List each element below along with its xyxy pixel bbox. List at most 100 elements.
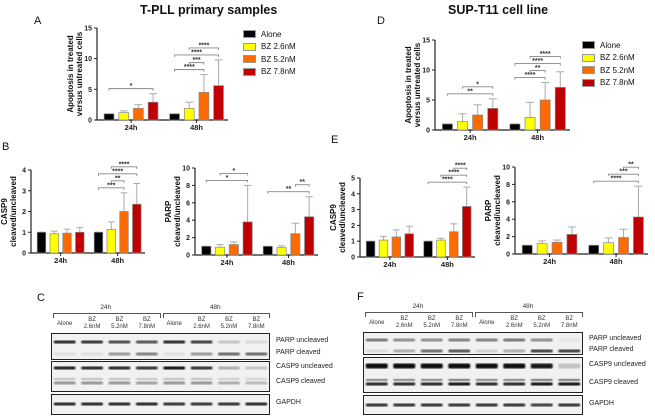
legend-swatch	[243, 42, 256, 51]
blot-band	[245, 366, 268, 370]
lane-label-line: BZ	[197, 317, 206, 323]
significance-bracket	[110, 180, 125, 183]
y-tick-label: 15	[422, 38, 430, 45]
blot-band	[53, 340, 76, 344]
lane-label-line: Alone	[479, 320, 495, 326]
timepoint-label: 24h	[412, 303, 424, 310]
lane-label-line: BZ	[88, 317, 96, 323]
x-tick-label: 24h	[125, 123, 138, 132]
lane-label-line: 2.6nM	[505, 323, 523, 329]
lane-label-line: BZ	[115, 317, 124, 323]
legend-d: Alone BZ 2.6nM BZ 5.2nM BZ 7.8nM	[582, 39, 635, 89]
blot-band	[475, 382, 498, 386]
significance-bracket	[623, 166, 639, 170]
timepoint-bracket	[475, 312, 583, 317]
significance-label: ****	[442, 177, 453, 184]
legend-item-bz52: BZ 5.2nM	[243, 53, 296, 66]
y-axis-label: Apoptosis in treatedversus untreated cel…	[404, 42, 422, 127]
bar-alone	[93, 231, 104, 254]
blot-band	[108, 402, 131, 406]
blot-band	[503, 363, 526, 369]
bar-bz-5-2nm	[290, 233, 301, 256]
title-tpll: T-PLL primary samples	[140, 3, 278, 17]
lane-label-line: 7.8nM	[138, 324, 156, 330]
lane-label-line: 2.6nM	[83, 324, 101, 330]
lane-label-line: BZ	[455, 316, 464, 322]
lane-label-line: 5.2nM	[423, 323, 441, 329]
legend-label: BZ 2.6nM	[600, 53, 635, 63]
legend-swatch	[243, 55, 256, 64]
lane-label: BZ 7.8nM	[243, 317, 269, 331]
bar-bz-5-2nm	[472, 114, 484, 131]
y-tick-label: 0	[186, 253, 190, 260]
bar-bz-5-2nm	[391, 236, 402, 258]
blot-band	[135, 352, 158, 356]
blot-band	[108, 366, 131, 370]
y-axis-label-line: cleaved/uncleaved	[493, 175, 502, 246]
blot-band	[448, 403, 471, 407]
blot-band	[530, 403, 553, 407]
legend-label: BZ 5.2nM	[261, 54, 296, 64]
lane-label: BZ 2.6nM	[79, 317, 105, 331]
timepoint-label: 24h	[100, 304, 112, 311]
bar-bz-7-8nm	[304, 216, 315, 256]
bar-bz-2-6nm	[457, 121, 468, 131]
blot-band	[393, 382, 416, 386]
x-tick-label: 24h	[543, 257, 556, 266]
significance-bracket	[440, 174, 468, 178]
blot-band	[245, 352, 268, 356]
lane-label: BZ 5.2nM	[106, 317, 132, 331]
y-axis-label-line: Apoptosis in treated	[404, 46, 413, 123]
blot-band	[217, 381, 240, 385]
blot-row-label: GAPDH	[276, 399, 301, 406]
blot-band	[163, 352, 186, 356]
legend-label: BZ 2.6nM	[261, 42, 296, 52]
blot-band	[475, 363, 498, 369]
y-tick-label: 10	[422, 68, 430, 75]
blot-band	[81, 340, 104, 344]
bar-bz-2-6nm	[49, 233, 59, 254]
bar-bz-2-6nm	[436, 239, 446, 258]
blot-membrane	[363, 357, 583, 393]
blot-band	[530, 379, 553, 381]
timepoint-bracket	[53, 313, 161, 318]
blot-membrane	[51, 394, 270, 415]
significance-label: ****	[525, 72, 536, 79]
bar-alone	[36, 231, 47, 254]
y-tick-label: 2	[351, 223, 355, 230]
legend-item-alone: Alone	[582, 39, 635, 52]
lane-label: BZ 2.6nM	[189, 317, 215, 331]
bar-alone	[201, 245, 212, 256]
blot-row-label: CASP9 cleaved	[276, 378, 326, 385]
significance-label: **	[115, 175, 121, 182]
significance-bracket	[188, 47, 220, 50]
significance-bracket	[267, 191, 310, 194]
blot-band	[163, 402, 186, 406]
bar-alone	[365, 240, 376, 258]
significance-bracket	[110, 166, 138, 169]
x-tick-label: 48h	[111, 256, 124, 265]
x-tick-label: 48h	[610, 257, 623, 266]
blot-band	[365, 379, 388, 381]
lane-label-line: BZ	[565, 316, 574, 322]
legend-swatch	[582, 66, 595, 75]
blot-band	[475, 403, 498, 407]
blot-band	[448, 382, 471, 386]
y-axis-label-line: versus untreated cells	[75, 31, 84, 116]
bar-alone	[588, 244, 600, 255]
significance-bracket	[514, 63, 561, 66]
bar-alone	[169, 113, 180, 121]
bar-alone	[262, 245, 273, 256]
y-tick-label: 3	[22, 188, 26, 195]
blot-band	[530, 382, 553, 386]
x-tick-label: 48h	[441, 260, 454, 269]
lane-label-line: Alone	[57, 321, 73, 327]
blot-band	[530, 338, 553, 342]
panel-letter-f: F	[357, 291, 364, 303]
x-tick-label: 24h	[383, 260, 396, 269]
bar-bz-2-6nm	[118, 112, 129, 121]
significance-label: ****	[112, 168, 123, 175]
blot-band	[475, 379, 498, 381]
blot-band	[217, 402, 240, 406]
